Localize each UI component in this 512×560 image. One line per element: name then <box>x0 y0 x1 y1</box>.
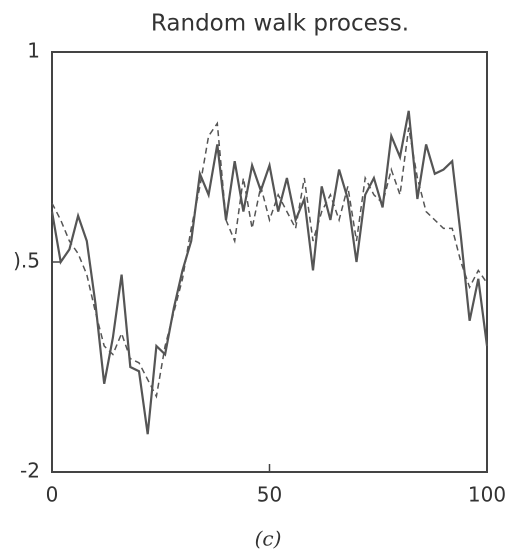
caption: (c) <box>255 527 282 551</box>
x-tick-label: 50 <box>257 483 282 507</box>
y-tick-label: 1 <box>27 39 40 63</box>
chart-title: Random walk process. <box>151 11 409 37</box>
y-tick-label: -2 <box>20 459 40 483</box>
x-tick-label: 0 <box>46 483 59 507</box>
series-line <box>50 110 489 435</box>
x-tick-label: 100 <box>468 483 506 507</box>
series-line <box>51 121 488 399</box>
plot-frame <box>51 51 488 473</box>
y-tick-label: ).5 <box>13 249 40 273</box>
